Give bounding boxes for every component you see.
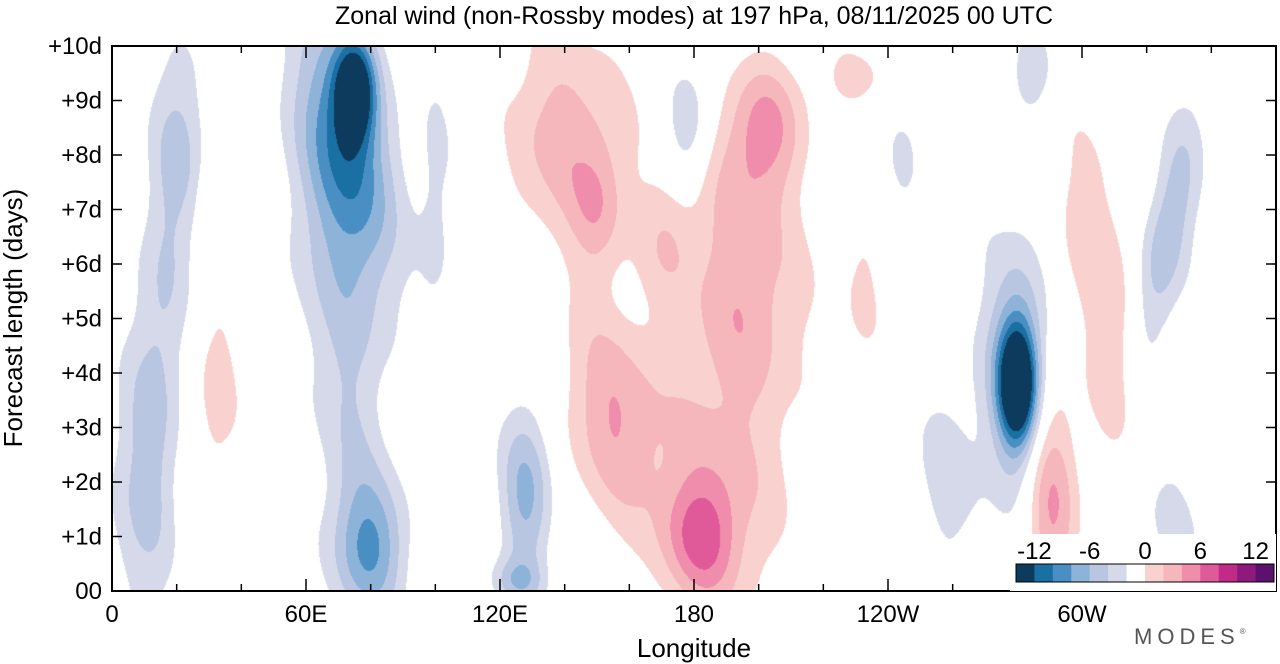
x-axis-ticks: 0 60E 120E 180 120W 60W <box>105 46 1277 628</box>
colorbar-swatch <box>1016 564 1035 582</box>
modes-logo-text: MODES <box>1134 624 1240 649</box>
y-tick-label: +1d <box>61 524 102 551</box>
colorbar-border <box>1015 563 1275 583</box>
colorbar-label: -12 <box>1017 538 1052 565</box>
colorbar-swatch <box>1181 564 1201 582</box>
colorbar-swatch <box>1200 564 1220 582</box>
y-tick-label: +3d <box>61 415 102 442</box>
x-tick-label: 120W <box>857 601 920 628</box>
plot-area <box>112 46 1276 591</box>
colorbar-swatch <box>1145 564 1164 582</box>
y-tick-label: +7d <box>61 197 102 224</box>
x-tick-label: 180 <box>674 601 714 628</box>
y-tick-label: 00 <box>75 578 102 605</box>
colorbar-swatch <box>1237 564 1257 582</box>
colorbar-swatch <box>1071 564 1091 582</box>
colorbar-swatch <box>1163 564 1183 582</box>
colorbar-swatch <box>1089 564 1109 582</box>
modes-logo: MODES® <box>1134 624 1246 650</box>
plot-frame <box>111 45 1277 592</box>
colorbar-labels: -12 -6 0 6 12 <box>1017 538 1269 565</box>
colorbar-swatch <box>1126 564 1146 582</box>
colorbar-label: -6 <box>1079 538 1100 565</box>
colorbar-label: 6 <box>1194 538 1207 565</box>
y-tick-label: +10d <box>48 33 102 60</box>
colorbar-swatch <box>1034 564 1054 582</box>
colorbar-swatches <box>1015 563 1275 583</box>
colorbar-swatch <box>1108 564 1128 582</box>
modes-logo-mark: ® <box>1239 627 1246 636</box>
x-tick-label: 120E <box>472 601 528 628</box>
y-tick-label: +4d <box>61 360 102 387</box>
y-tick-label: +2d <box>61 469 102 496</box>
x-tick-label: 0 <box>105 601 118 628</box>
chart-title: Zonal wind (non-Rossby modes) at 197 hPa… <box>335 2 1053 30</box>
y-tick-label: +8d <box>61 142 102 169</box>
y-axis-label: Forecast length (days) <box>0 189 28 448</box>
x-axis-label: Longitude <box>637 633 751 663</box>
colorbar-swatch <box>1052 564 1072 582</box>
y-tick-label: +5d <box>61 306 102 333</box>
colorbar-label: 12 <box>1242 538 1269 565</box>
colorbar: -12 -6 0 6 12 <box>1010 534 1276 591</box>
y-tick-label: +6d <box>61 251 102 278</box>
y-axis-ticks: 00 +1d +2d +3d +4d +5d +6d +7d +8d +9d +10d <box>48 33 1276 605</box>
colorbar-swatch <box>1218 564 1238 582</box>
x-tick-label: 60E <box>285 601 328 628</box>
x-tick-label: 60W <box>1057 601 1107 628</box>
y-tick-label: +9d <box>61 88 102 115</box>
colorbar-swatch <box>1255 564 1275 582</box>
wind-contour-field <box>112 46 1276 591</box>
colorbar-label: 0 <box>1138 538 1151 565</box>
